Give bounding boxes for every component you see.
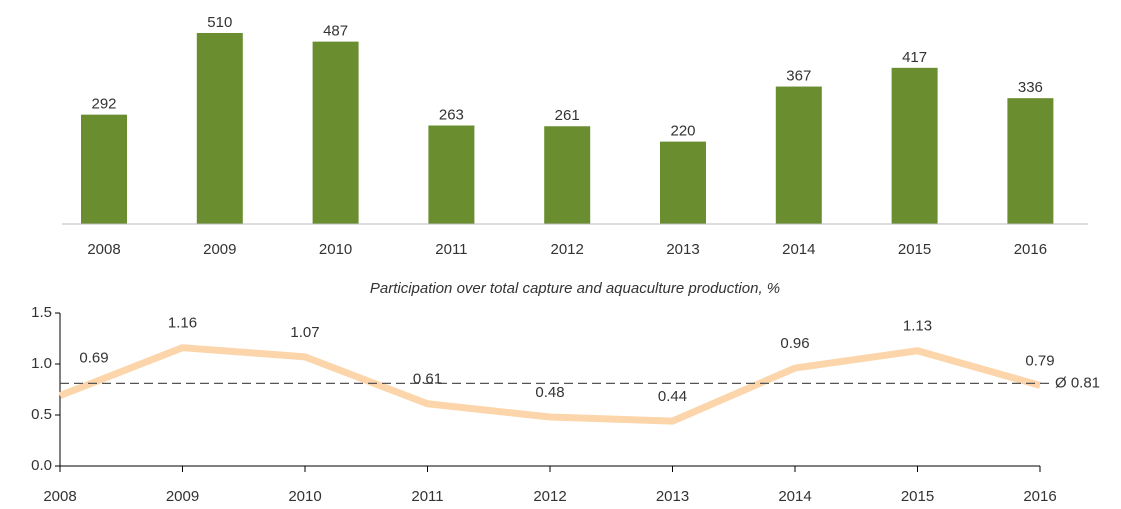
value-label: 263 — [439, 106, 464, 123]
bar — [428, 125, 475, 224]
x-tick-label: 2010 — [319, 241, 352, 258]
x-tick-label: 2013 — [666, 241, 699, 258]
x-tick-label: 2015 — [898, 241, 931, 258]
bar — [1007, 98, 1054, 224]
x-tick-label: 2009 — [203, 241, 236, 258]
x-tick-label: 2008 — [87, 241, 120, 258]
x-tick-label: 2011 — [411, 488, 443, 505]
x-tick-label: 2012 — [551, 241, 584, 258]
y-tick-label: 0.5 — [31, 406, 52, 423]
value-label: 0.96 — [780, 335, 809, 352]
y-tick-label: 1.5 — [31, 304, 52, 321]
value-label: 1.13 — [903, 318, 932, 335]
value-label: 292 — [91, 96, 116, 113]
x-tick-label: 2009 — [166, 488, 199, 505]
bar — [891, 67, 938, 225]
x-tick-label: 2013 — [656, 488, 689, 505]
x-tick-label: 2011 — [435, 241, 467, 258]
x-tick-label: 2016 — [1014, 241, 1047, 258]
value-label: 0.48 — [535, 384, 564, 401]
bar — [660, 141, 706, 224]
value-label: 0.61 — [413, 371, 442, 388]
bar — [775, 86, 822, 224]
value-label: 0.79 — [1025, 352, 1054, 369]
value-label: 417 — [902, 49, 927, 66]
value-label: 0.69 — [79, 350, 108, 367]
value-label: 220 — [670, 123, 695, 140]
x-tick-label: 2014 — [782, 241, 815, 258]
bar — [196, 33, 243, 224]
value-label: 336 — [1018, 79, 1043, 96]
bar — [81, 114, 127, 224]
bar — [544, 126, 591, 224]
x-tick-label: 2012 — [533, 488, 566, 505]
x-tick-label: 2015 — [901, 488, 934, 505]
value-label: 367 — [786, 68, 811, 85]
value-label: 261 — [555, 107, 580, 124]
value-label: 0.44 — [658, 388, 687, 405]
average-label: Ø 0.81 — [1055, 374, 1100, 391]
value-label: 510 — [207, 14, 232, 31]
value-label: 1.07 — [290, 324, 319, 341]
value-label: 487 — [323, 23, 348, 40]
y-tick-label: 0.0 — [31, 457, 52, 474]
x-tick-label: 2014 — [778, 488, 811, 505]
value-label: 1.16 — [168, 315, 197, 332]
bar — [312, 41, 359, 224]
x-tick-label: 2010 — [288, 488, 321, 505]
x-tick-label: 2008 — [43, 488, 76, 505]
line-title: Participation over total capture and aqu… — [370, 280, 780, 297]
y-tick-label: 1.0 — [31, 355, 52, 372]
x-tick-label: 2016 — [1023, 488, 1056, 505]
line — [58, 344, 1041, 425]
